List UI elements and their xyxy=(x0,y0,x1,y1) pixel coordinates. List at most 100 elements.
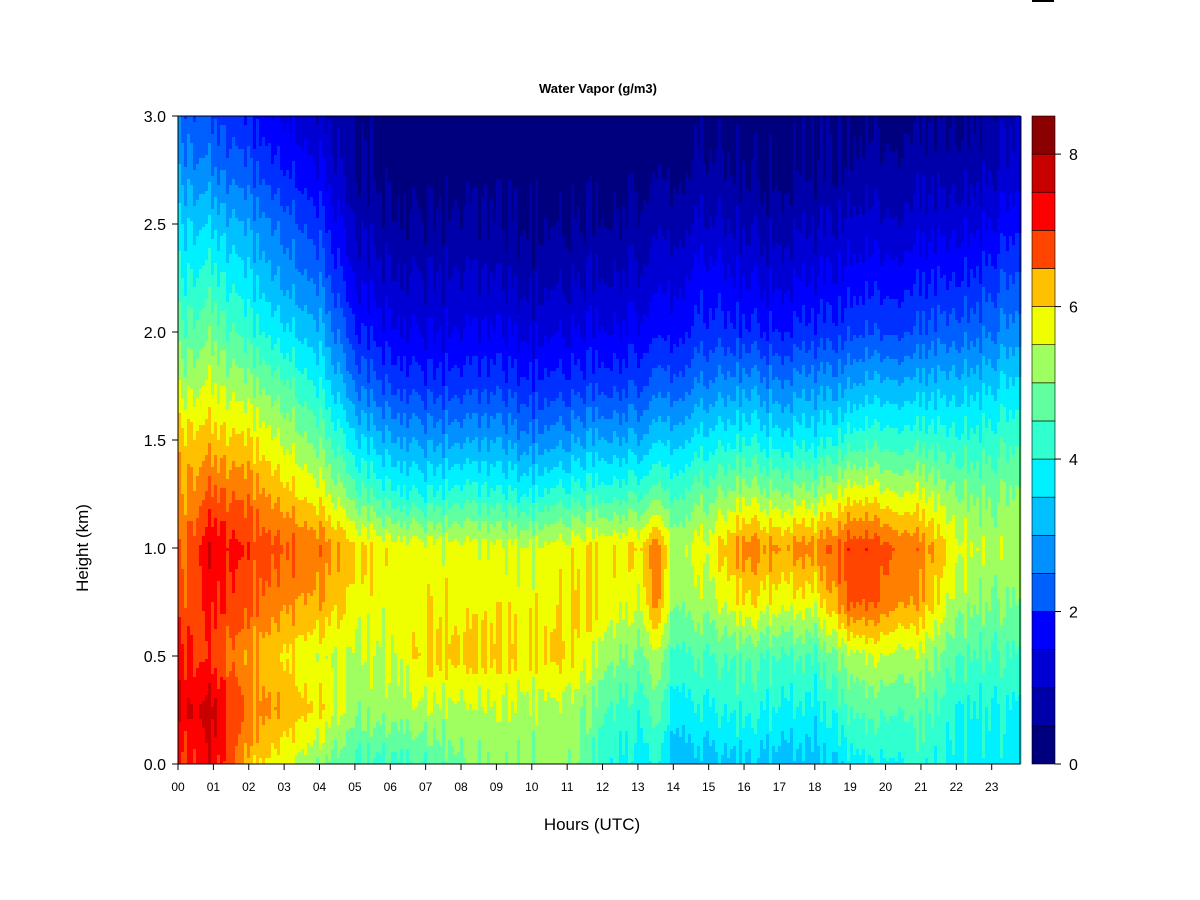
heatmap-cell xyxy=(211,290,215,294)
heatmap-cell xyxy=(220,572,224,576)
heatmap-cell xyxy=(181,401,185,405)
heatmap-cell xyxy=(205,158,209,162)
heatmap-cell xyxy=(196,632,200,636)
heatmap-cell xyxy=(208,122,212,126)
heatmap-cell xyxy=(187,554,191,558)
heatmap-cell xyxy=(211,224,215,228)
heatmap-cell xyxy=(190,428,194,432)
heatmap-cell xyxy=(220,479,224,483)
heatmap-cell xyxy=(196,596,200,600)
heatmap-cell xyxy=(187,413,191,417)
heatmap-cell xyxy=(190,299,194,303)
heatmap-cell xyxy=(196,548,200,552)
heatmap-cell xyxy=(217,350,221,354)
heatmap-cell xyxy=(205,359,209,363)
heatmap-cell xyxy=(196,257,200,261)
heatmap-cell xyxy=(187,305,191,309)
heatmap-cell xyxy=(199,638,203,642)
heatmap-cell xyxy=(220,413,224,417)
heatmap-cell xyxy=(202,119,206,123)
heatmap-cell xyxy=(199,239,203,243)
heatmap-cell xyxy=(199,449,203,453)
heatmap-cell xyxy=(193,512,197,516)
heatmap-cell xyxy=(178,635,182,639)
heatmap-cell xyxy=(190,356,194,360)
heatmap-cell xyxy=(220,260,224,264)
heatmap-cell xyxy=(208,170,212,174)
heatmap-cell xyxy=(205,206,209,210)
heatmap-cell xyxy=(193,329,197,333)
heatmap-cell xyxy=(196,440,200,444)
heatmap-cell xyxy=(211,746,215,750)
heatmap-cell xyxy=(220,146,224,150)
heatmap-cell xyxy=(181,632,185,636)
heatmap-cell xyxy=(199,272,203,276)
heatmap-cell xyxy=(214,686,218,690)
heatmap-cell xyxy=(220,608,224,612)
heatmap-cell xyxy=(184,629,188,633)
heatmap-cell xyxy=(217,482,221,486)
heatmap-cell xyxy=(220,578,224,582)
heatmap-cell xyxy=(181,533,185,537)
heatmap-cell xyxy=(202,551,206,555)
heatmap-cell xyxy=(181,215,185,219)
heatmap-cell xyxy=(178,248,182,252)
heatmap-cell xyxy=(217,581,221,585)
heatmap-cell xyxy=(202,431,206,435)
heatmap-cell xyxy=(181,332,185,336)
heatmap-cell xyxy=(190,167,194,171)
heatmap-cell xyxy=(202,491,206,495)
heatmap-cell xyxy=(178,500,182,504)
heatmap-cell xyxy=(202,692,206,696)
heatmap-cell xyxy=(193,380,197,384)
heatmap-cell xyxy=(205,173,209,177)
heatmap-cell xyxy=(205,371,209,375)
heatmap-cell xyxy=(184,212,188,216)
heatmap-cell xyxy=(202,653,206,657)
heatmap-cell xyxy=(187,143,191,147)
heatmap-cell xyxy=(181,566,185,570)
heatmap-cell xyxy=(184,698,188,702)
heatmap-cell xyxy=(199,659,203,663)
heatmap-cell xyxy=(178,542,182,546)
heatmap-cell xyxy=(178,713,182,717)
heatmap-cell xyxy=(202,674,206,678)
heatmap-cell xyxy=(223,353,227,357)
heatmap-cell xyxy=(178,689,182,693)
heatmap-cell xyxy=(223,332,227,336)
heatmap-cell xyxy=(190,215,194,219)
heatmap-cell xyxy=(223,119,227,123)
heatmap-cell xyxy=(217,233,221,237)
heatmap-cell xyxy=(202,518,206,522)
heatmap-cell xyxy=(217,344,221,348)
heatmap-cell xyxy=(193,752,197,756)
heatmap-cell xyxy=(184,119,188,123)
heatmap-cell xyxy=(196,167,200,171)
heatmap-cell xyxy=(199,491,203,495)
heatmap-cell xyxy=(181,224,185,228)
heatmap-cell xyxy=(223,362,227,366)
heatmap-cell xyxy=(202,758,206,762)
heatmap-cell xyxy=(193,491,197,495)
heatmap-cell xyxy=(205,542,209,546)
heatmap-cell xyxy=(190,329,194,333)
heatmap-cell xyxy=(196,527,200,531)
heatmap-cell xyxy=(208,194,212,198)
heatmap-cell xyxy=(208,452,212,456)
heatmap-cell xyxy=(214,728,218,732)
heatmap-cell xyxy=(190,470,194,474)
heatmap-cell xyxy=(184,320,188,324)
heatmap-cell xyxy=(196,659,200,663)
heatmap-cell xyxy=(178,494,182,498)
heatmap-cell xyxy=(205,746,209,750)
heatmap-cell xyxy=(190,179,194,183)
heatmap-cell xyxy=(220,509,224,513)
heatmap-cell xyxy=(208,413,212,417)
heatmap-cell xyxy=(178,311,182,315)
heatmap-cell xyxy=(190,668,194,672)
heatmap-cell xyxy=(190,455,194,459)
heatmap-cell xyxy=(187,500,191,504)
heatmap-cell xyxy=(205,557,209,561)
heatmap-cell xyxy=(187,509,191,513)
heatmap-cell xyxy=(190,437,194,441)
